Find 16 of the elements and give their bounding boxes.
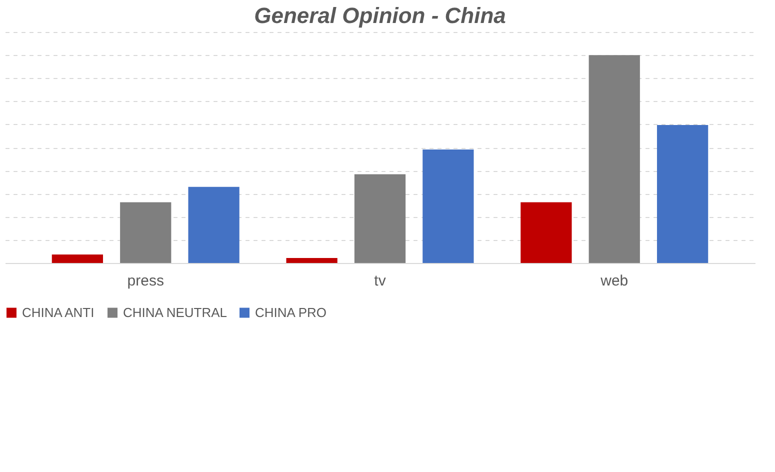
bar <box>422 149 474 263</box>
bar <box>120 202 172 263</box>
x-tick-label: press <box>127 272 164 290</box>
bar <box>188 186 240 263</box>
bar <box>588 55 640 263</box>
bar <box>354 174 406 263</box>
bar <box>52 254 104 263</box>
bar <box>656 124 708 263</box>
x-tick-label: tv <box>374 272 386 290</box>
bar <box>520 202 572 263</box>
legend-label: CHINA NEUTRAL <box>123 304 228 320</box>
chart-title: General Opinion - China <box>254 3 506 28</box>
legend-label: CHINA PRO <box>255 304 327 320</box>
bar <box>286 258 338 263</box>
x-tick-label: web <box>600 272 628 290</box>
legend-label: CHINA ANTI <box>22 304 94 320</box>
